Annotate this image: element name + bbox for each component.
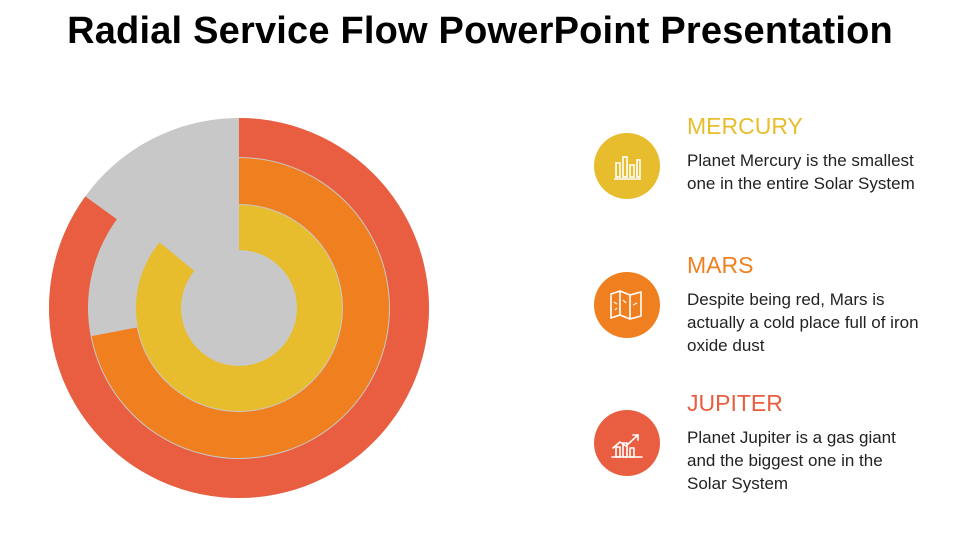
legend-description-jupiter: Planet Jupiter is a gas giant and the bi… [687, 428, 896, 493]
legend-circle-jupiter [594, 410, 660, 476]
radial-chart [48, 118, 430, 498]
legend-circle-mercury [594, 133, 660, 199]
legend-item-jupiter: JUPITER Planet Jupiter is a gas giant an… [594, 390, 954, 500]
legend-heading-jupiter: JUPITER [687, 390, 783, 416]
legend-item-mercury: MERCURY Planet Mercury is the smallest o… [594, 113, 954, 223]
ring-mercury [136, 205, 342, 411]
legend-description-mars: Despite being red, Mars is actually a co… [687, 290, 919, 355]
legend-description-mercury: Planet Mercury is the smallest one in th… [687, 151, 915, 193]
legend-circle-mars [594, 272, 660, 338]
bar-chart-icon [614, 156, 641, 180]
legend-heading-mercury: MERCURY [687, 113, 803, 139]
legend-item-mars: MARS Despite being red, Mars is actually… [594, 252, 954, 362]
page-title: Radial Service Flow PowerPoint Presentat… [67, 10, 893, 52]
legend-heading-mars: MARS [687, 252, 754, 278]
growth-chart-icon [611, 434, 643, 458]
map-icon [610, 290, 642, 320]
ring-mars [91, 158, 389, 458]
